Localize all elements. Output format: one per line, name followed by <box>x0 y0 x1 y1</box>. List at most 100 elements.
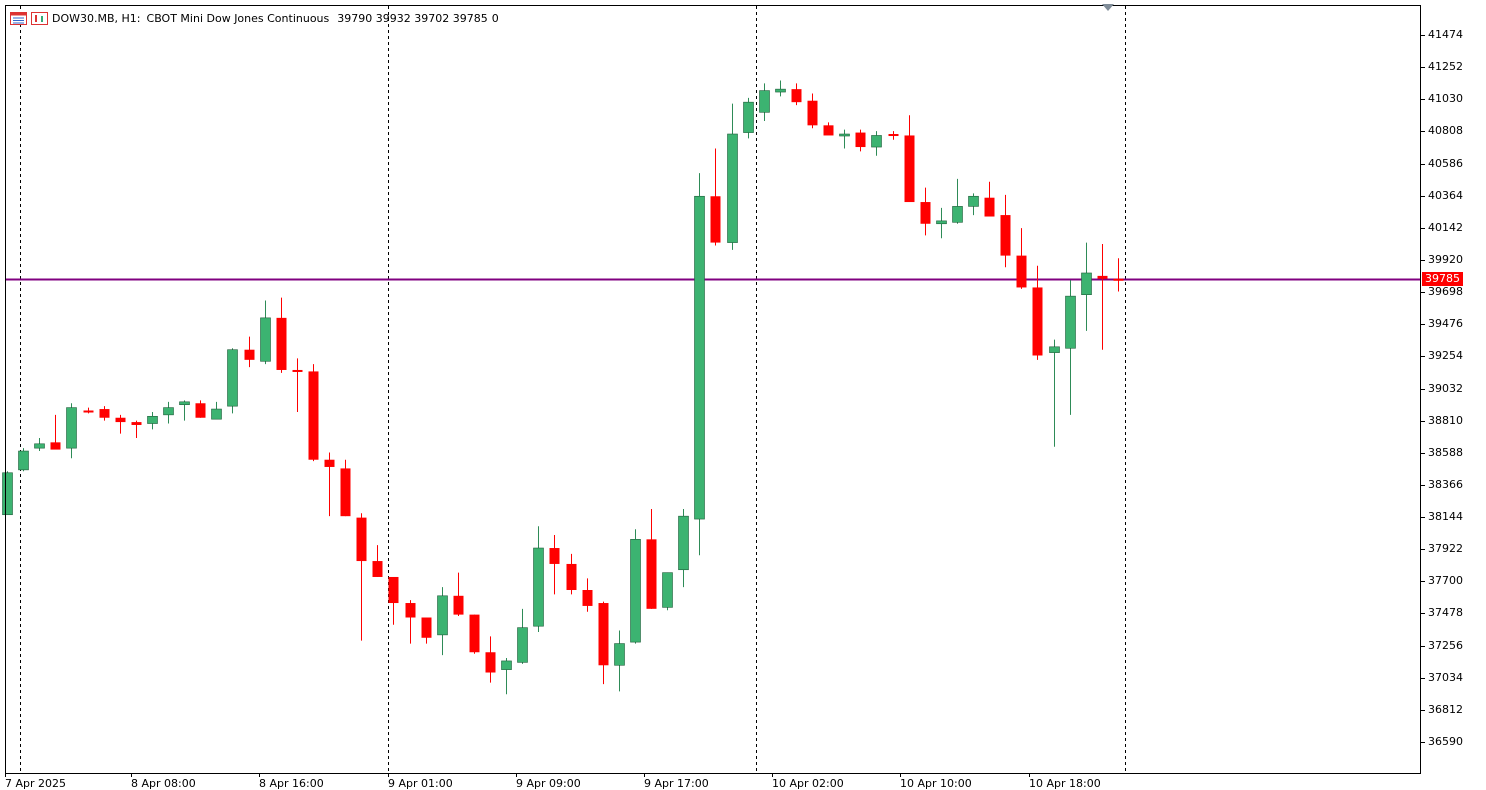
candle[interactable] <box>952 178 963 224</box>
candle[interactable] <box>936 207 947 239</box>
price-tick-label: 40586 <box>1428 156 1463 170</box>
price-tick-label: 40364 <box>1428 188 1463 202</box>
candle[interactable] <box>968 193 979 216</box>
candle[interactable] <box>115 414 126 434</box>
candle-body <box>984 197 995 217</box>
candle[interactable] <box>388 576 399 625</box>
candle[interactable] <box>839 129 850 149</box>
candle[interactable] <box>99 406 110 421</box>
candle-body <box>324 459 335 467</box>
candle-body <box>678 515 689 571</box>
candle[interactable] <box>807 93 818 129</box>
candle-body <box>211 408 222 420</box>
candle[interactable] <box>405 600 416 644</box>
candle[interactable] <box>308 364 319 462</box>
candle-body <box>421 617 432 638</box>
candle[interactable] <box>823 122 834 136</box>
time-tick-label: 9 Apr 17:00 <box>644 777 709 790</box>
candle[interactable] <box>517 608 528 664</box>
candle-body <box>1081 272 1092 295</box>
candle[interactable] <box>1032 265 1043 360</box>
candle[interactable] <box>163 401 174 424</box>
candle-body <box>920 202 931 224</box>
candle[interactable] <box>501 658 512 695</box>
candle[interactable] <box>147 411 158 430</box>
candle[interactable] <box>727 103 738 250</box>
candle[interactable] <box>324 452 335 517</box>
candle[interactable] <box>453 572 464 617</box>
candle[interactable] <box>1081 242 1092 331</box>
symbol-description: CBOT Mini Dow Jones Continuous <box>146 11 330 25</box>
candle[interactable] <box>50 414 61 450</box>
candle-body <box>1097 275 1108 279</box>
candle[interactable] <box>18 448 29 472</box>
candle[interactable] <box>340 459 351 517</box>
candle[interactable] <box>34 438 45 452</box>
candle-body <box>662 572 673 608</box>
candle[interactable] <box>485 636 496 683</box>
candle[interactable] <box>244 336 255 368</box>
candle[interactable] <box>775 80 786 97</box>
candle[interactable] <box>533 526 544 632</box>
candle-body <box>533 547 544 627</box>
candle[interactable] <box>871 131 882 156</box>
candle-body <box>1049 346 1060 353</box>
candle[interactable] <box>195 400 206 418</box>
candle[interactable] <box>549 534 560 595</box>
candle[interactable] <box>710 148 721 246</box>
candle[interactable] <box>1065 280 1076 415</box>
candle-body <box>904 135 915 203</box>
candle[interactable] <box>437 587 448 656</box>
candle-body <box>34 443 45 449</box>
candle[interactable] <box>694 173 705 556</box>
chart-window-icon[interactable] <box>10 11 27 25</box>
candle[interactable] <box>888 131 899 140</box>
candle[interactable] <box>469 614 480 654</box>
candle[interactable] <box>421 617 432 644</box>
candle[interactable] <box>260 300 271 365</box>
candle-body <box>1000 215 1011 256</box>
candle[interactable] <box>356 513 367 641</box>
ohlc-values: 39790 39932 39702 39785 <box>337 11 488 25</box>
candle[interactable] <box>566 553 577 595</box>
candle[interactable] <box>743 97 754 139</box>
candle[interactable] <box>1113 258 1124 292</box>
candle[interactable] <box>920 187 931 236</box>
candle[interactable] <box>372 545 383 577</box>
candle[interactable] <box>904 115 915 203</box>
candle[interactable] <box>678 508 689 588</box>
candle[interactable] <box>2 471 13 516</box>
candle-body <box>549 548 560 564</box>
candle[interactable] <box>1016 228 1027 289</box>
candle[interactable] <box>855 129 866 152</box>
price-tick-label: 38144 <box>1428 510 1463 524</box>
candle-body <box>469 614 480 653</box>
candle[interactable] <box>759 83 770 121</box>
chart-shift-marker[interactable] <box>1102 4 1114 11</box>
candle[interactable] <box>292 358 303 412</box>
time-tick-label: 10 Apr 02:00 <box>772 777 844 790</box>
candle[interactable] <box>598 601 609 685</box>
candle[interactable] <box>83 407 94 414</box>
candle[interactable] <box>66 403 77 459</box>
candle[interactable] <box>984 181 995 217</box>
candle[interactable] <box>1049 339 1060 447</box>
candle-body <box>791 89 802 103</box>
candle[interactable] <box>131 420 142 439</box>
candle[interactable] <box>179 400 190 421</box>
candle[interactable] <box>614 630 625 692</box>
candle[interactable] <box>227 348 238 414</box>
candle[interactable] <box>630 529 641 644</box>
candle[interactable] <box>1097 244 1108 350</box>
candle[interactable] <box>582 578 593 612</box>
candle[interactable] <box>276 297 287 373</box>
candle[interactable] <box>646 508 657 609</box>
candle-body <box>855 132 866 148</box>
price-tick-label: 37478 <box>1428 606 1463 620</box>
candle[interactable] <box>211 401 222 420</box>
candle[interactable] <box>662 572 673 611</box>
candle[interactable] <box>1000 194 1011 268</box>
candle[interactable] <box>791 83 802 106</box>
one-click-trading-icon[interactable] <box>31 11 48 25</box>
